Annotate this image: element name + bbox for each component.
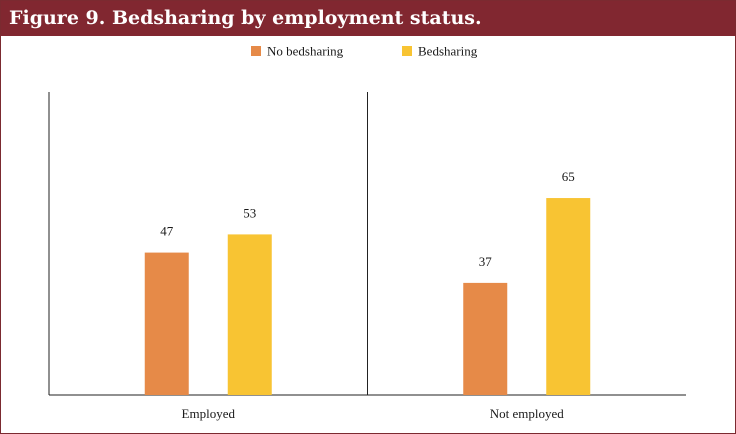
bar-employed-1 <box>227 234 272 395</box>
bar-chart: No bedsharing Bedsharing 47 53 Employed 37 65 N… <box>48 44 686 421</box>
bar-not-employed-1 <box>546 198 591 395</box>
legend-label-0: No bedsharing <box>267 44 344 59</box>
legend-label-1: Bedsharing <box>418 44 478 59</box>
bar-employed-0 <box>144 252 189 395</box>
data-label-not-employed-1: 65 <box>562 169 575 184</box>
legend-swatch-1 <box>402 46 412 56</box>
data-label-employed-0: 47 <box>160 224 174 239</box>
data-label-employed-1: 53 <box>243 205 256 220</box>
legend-swatch-0 <box>251 46 261 56</box>
x-tick-label-1: Not employed <box>490 406 565 421</box>
x-tick-label-0: Employed <box>182 406 236 421</box>
figure-title: Figure 9. Bedsharing by employment statu… <box>1 1 735 36</box>
bar-not-employed-0 <box>463 282 508 395</box>
data-label-not-employed-0: 37 <box>479 254 493 269</box>
